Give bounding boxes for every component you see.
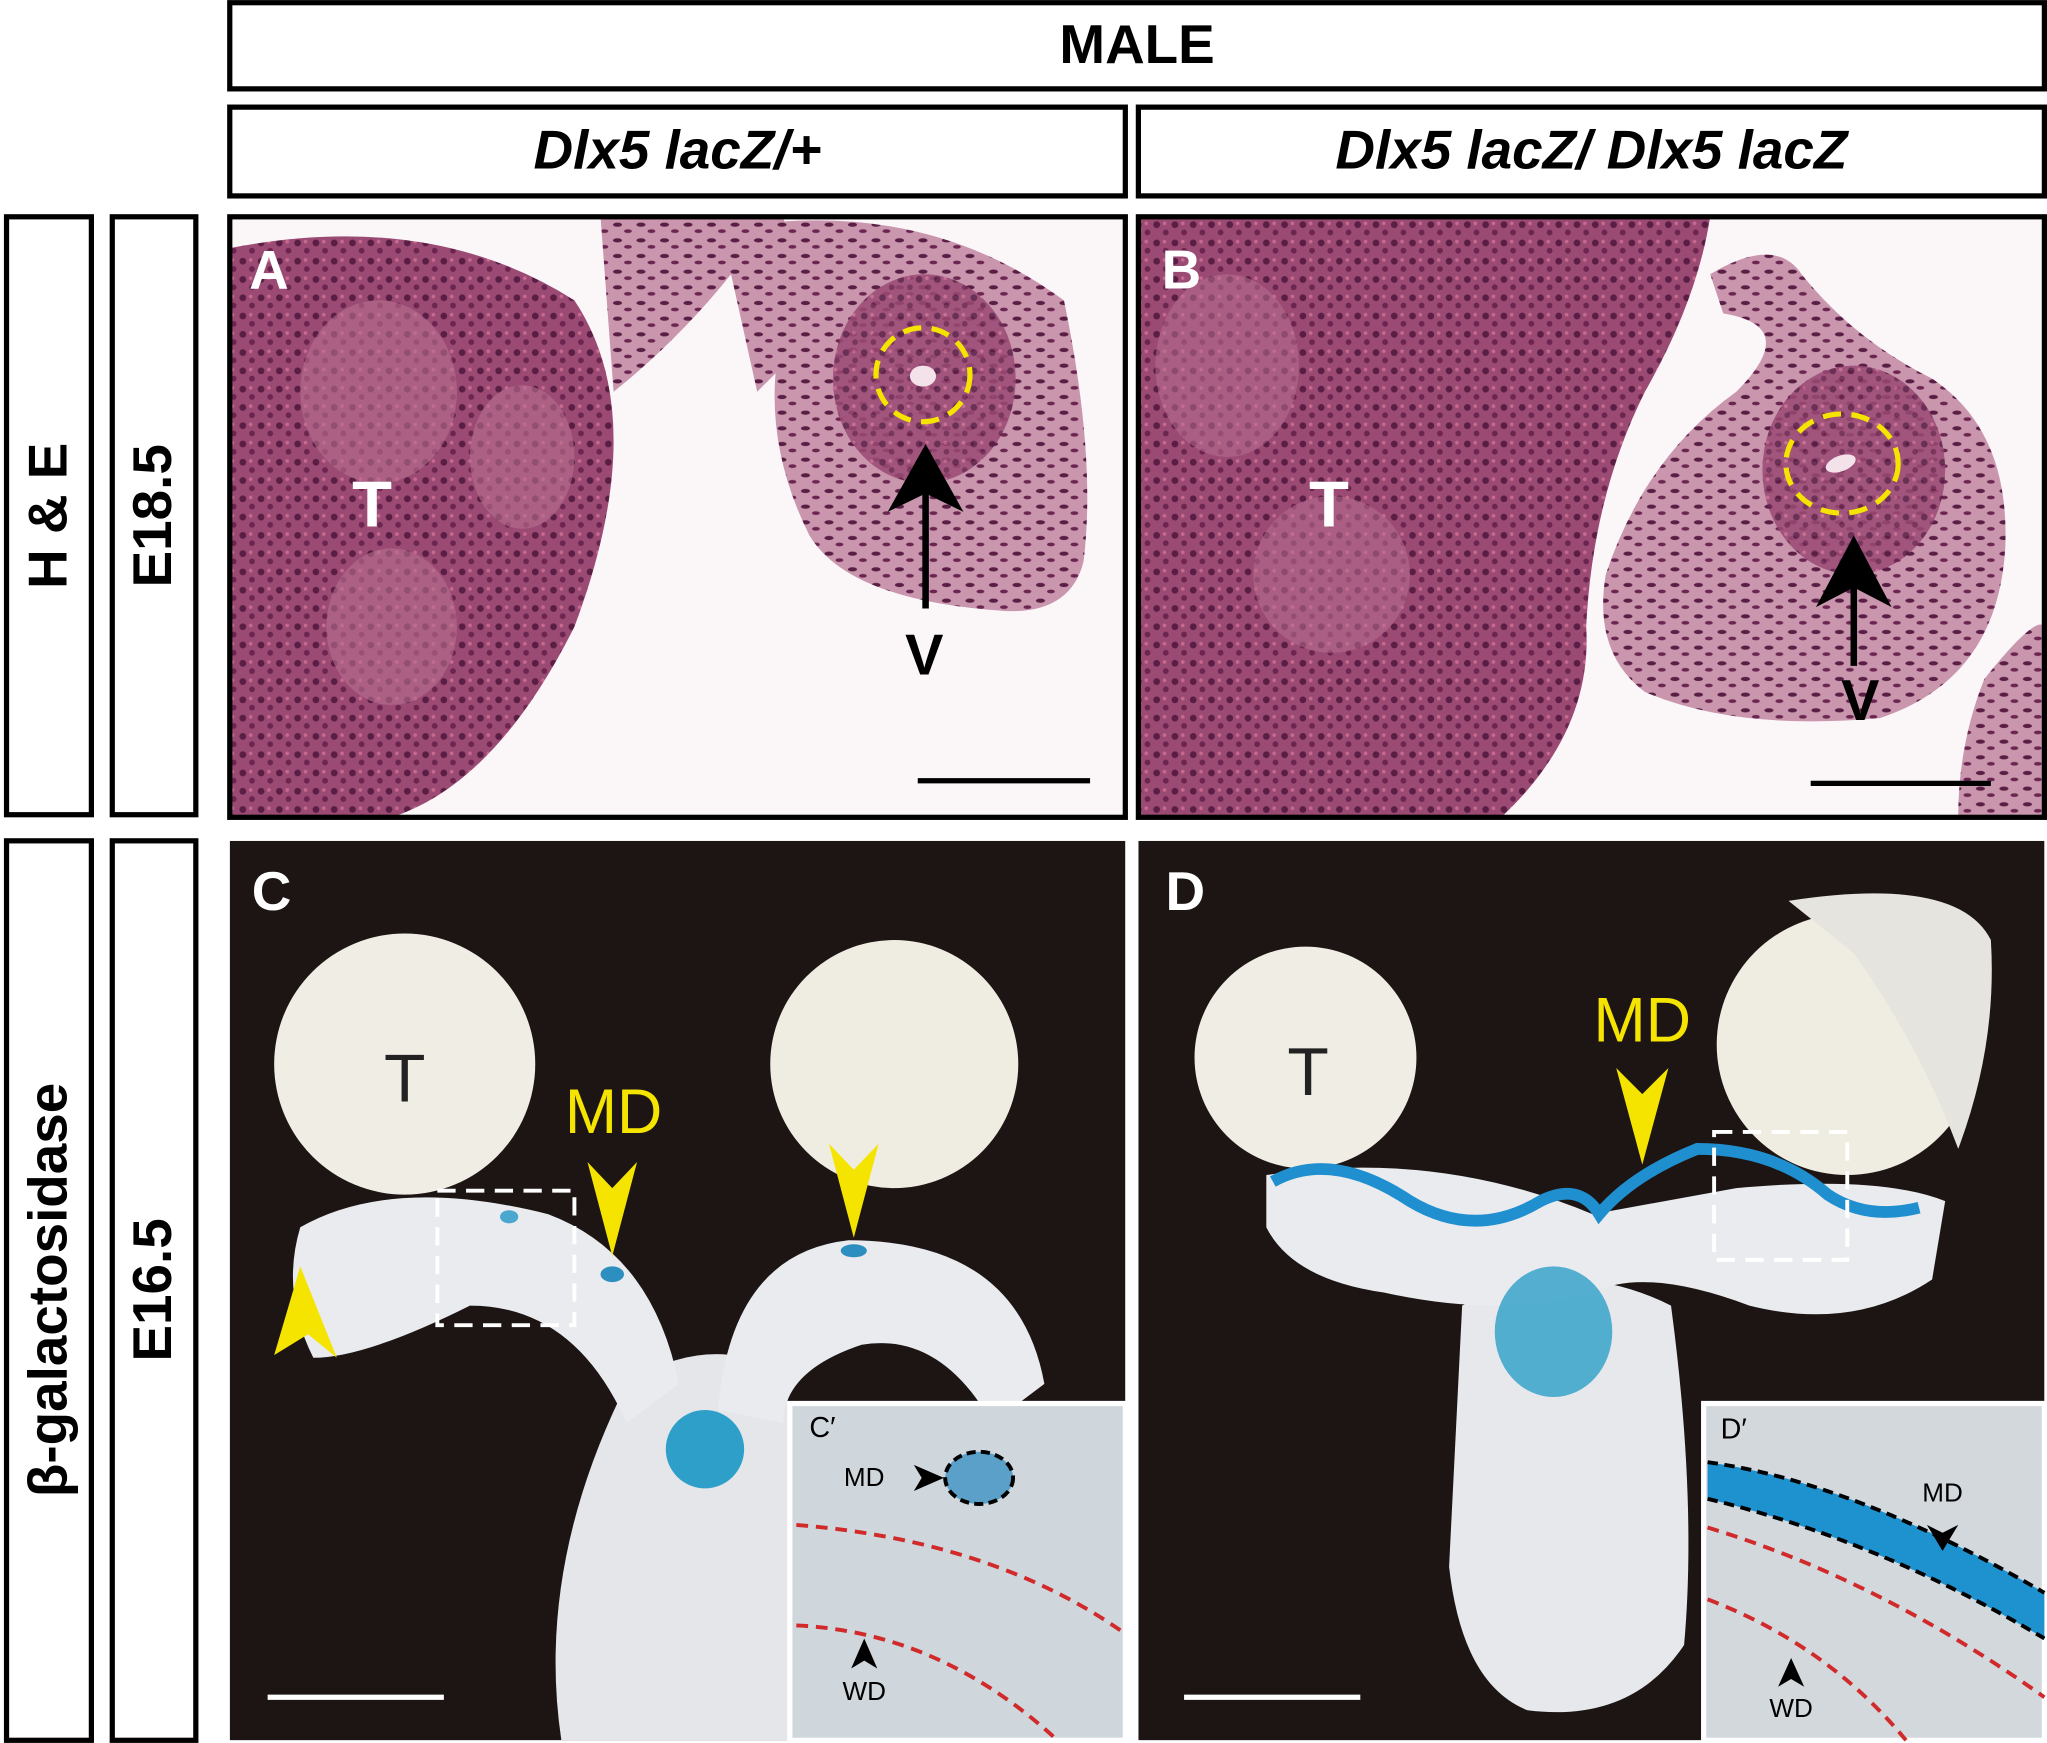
shape [1707, 1460, 2046, 1595]
panel-label: B [1162, 239, 1202, 301]
dashed-outline [1783, 411, 1901, 516]
annotation: T [384, 1042, 425, 1117]
shape [787, 1400, 1128, 1743]
column-header: Dlx5 lacZ/+ [534, 119, 822, 181]
shape [1269, 1143, 1921, 1227]
row-stage: E16.5 [121, 1218, 183, 1361]
row-box [109, 838, 199, 1743]
panel-label: D [1166, 860, 1206, 922]
shape [1762, 365, 1946, 575]
shape [1778, 1658, 1805, 1687]
annotation: V [1841, 669, 1879, 733]
arrowhead [587, 1161, 638, 1256]
inset-label: C′ [809, 1412, 835, 1444]
inset-d: D′ MD WD [1701, 1400, 2047, 1743]
shape [1788, 893, 1992, 1149]
panel-label: A [249, 239, 289, 301]
inset-label: D′ [1721, 1413, 1747, 1445]
shape [770, 940, 1019, 1189]
shape [274, 933, 536, 1195]
shape [1494, 1266, 1613, 1397]
row-box [109, 214, 199, 818]
arrowhead [887, 443, 964, 512]
row-stain: β-galactosidase [17, 1083, 79, 1497]
annotation: MD [1594, 985, 1691, 1055]
dashed-outline [873, 325, 973, 425]
shape [555, 1354, 836, 1741]
annotation: MD [565, 1077, 662, 1147]
shape [1194, 946, 1417, 1169]
shape [292, 1197, 679, 1424]
shape [1155, 274, 1299, 458]
shape [1253, 496, 1410, 653]
shape [600, 216, 810, 392]
panel-label: C [252, 860, 292, 922]
shape [326, 548, 457, 706]
annotation: V [905, 624, 943, 688]
shape [851, 1638, 878, 1669]
shape [1958, 624, 2045, 818]
zoom-box [1712, 1129, 1850, 1262]
header-title: MALE [1059, 13, 1214, 75]
arrowhead [274, 1266, 337, 1358]
inset-annotation: MD [844, 1462, 885, 1492]
shape [718, 1240, 1045, 1424]
shape [1825, 454, 1856, 473]
inset-c: C′ MD WD [787, 1400, 1128, 1743]
shape [909, 365, 937, 387]
annotation: T [1309, 467, 1349, 540]
annotation: T [352, 467, 392, 540]
row-stage: E18.5 [121, 444, 183, 587]
panel-frame [227, 214, 1128, 820]
inset-annotation: WD [1769, 1693, 1812, 1723]
inset-annotation: MD [1922, 1478, 1963, 1508]
arrowhead [828, 1143, 879, 1238]
row-box [3, 214, 94, 818]
row-box [3, 838, 94, 1743]
row-stain: H & E [17, 443, 79, 589]
shape [469, 385, 575, 529]
shape [1266, 1167, 1946, 1315]
shape [1707, 1525, 2046, 1699]
panel-b-image [1138, 216, 2045, 818]
shape [1707, 1462, 2045, 1639]
inset-annotation: WD [842, 1676, 885, 1706]
shape [913, 1464, 944, 1491]
shape [665, 1410, 745, 1489]
shape [796, 1623, 1059, 1742]
column-box [227, 104, 1128, 199]
panel-frame [1135, 214, 2047, 820]
annotation: T [1287, 1035, 1328, 1110]
shape [1449, 1279, 1689, 1713]
shape [840, 1244, 867, 1258]
shape [1707, 1496, 2046, 1641]
panel-a-image [229, 216, 1126, 818]
shape [1706, 1597, 1908, 1742]
shape [943, 1449, 1016, 1506]
column-header: Dlx5 lacZ/ Dlx5 lacZ [1335, 119, 1849, 181]
shape [796, 1522, 1124, 1634]
shape [500, 1210, 519, 1224]
panel-d-image [1138, 840, 2045, 1741]
shape [1926, 1524, 1959, 1552]
header-box [227, 0, 2047, 92]
arrowhead [1616, 1067, 1669, 1165]
arrowhead [1815, 535, 1892, 608]
shape [300, 300, 457, 484]
shape [600, 1266, 625, 1283]
column-box [1135, 104, 2047, 199]
zoom-box [435, 1188, 577, 1328]
